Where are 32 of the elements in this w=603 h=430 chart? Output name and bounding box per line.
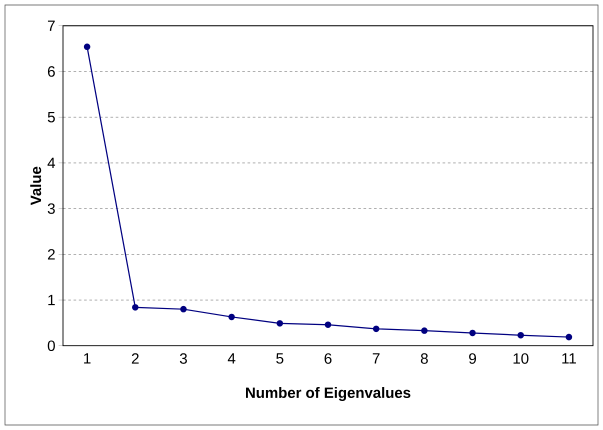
y-tick-label: 6 (48, 66, 55, 77)
x-tick-label: 5 (276, 353, 284, 364)
point (372, 326, 380, 332)
x-tick-label: 2 (132, 353, 139, 364)
y-tick-label: 2 (48, 249, 55, 260)
x-tick-label: 7 (372, 353, 380, 364)
x-axis-title: Number of Eigenvalues (246, 387, 410, 401)
y-tick-label: 0 (48, 340, 55, 352)
y-tick-label: 7 (48, 20, 55, 31)
point (566, 334, 572, 340)
point (421, 327, 428, 334)
x-tick-label: 8 (420, 353, 428, 364)
y-tick-label: 5 (48, 112, 55, 122)
y-tick-label: 1 (48, 294, 55, 306)
point (517, 332, 524, 338)
x-tick-label: 10 (514, 353, 528, 364)
point (276, 320, 284, 327)
y-axis-title: Value (30, 166, 42, 206)
point (469, 330, 476, 336)
x-tick-label: 6 (324, 353, 332, 364)
y-tick-label: 3 (48, 203, 55, 214)
x-tick-label: 1 (84, 353, 91, 364)
y-tick-label: 4 (48, 158, 56, 168)
point (228, 314, 235, 320)
point (84, 44, 90, 50)
point (132, 304, 139, 311)
point (324, 321, 332, 328)
x-tick-label: 11 (562, 353, 576, 364)
x-tick-label: 3 (180, 353, 187, 364)
point (180, 306, 187, 312)
x-tick-label: 9 (469, 353, 476, 364)
x-tick-label: 4 (228, 353, 236, 364)
